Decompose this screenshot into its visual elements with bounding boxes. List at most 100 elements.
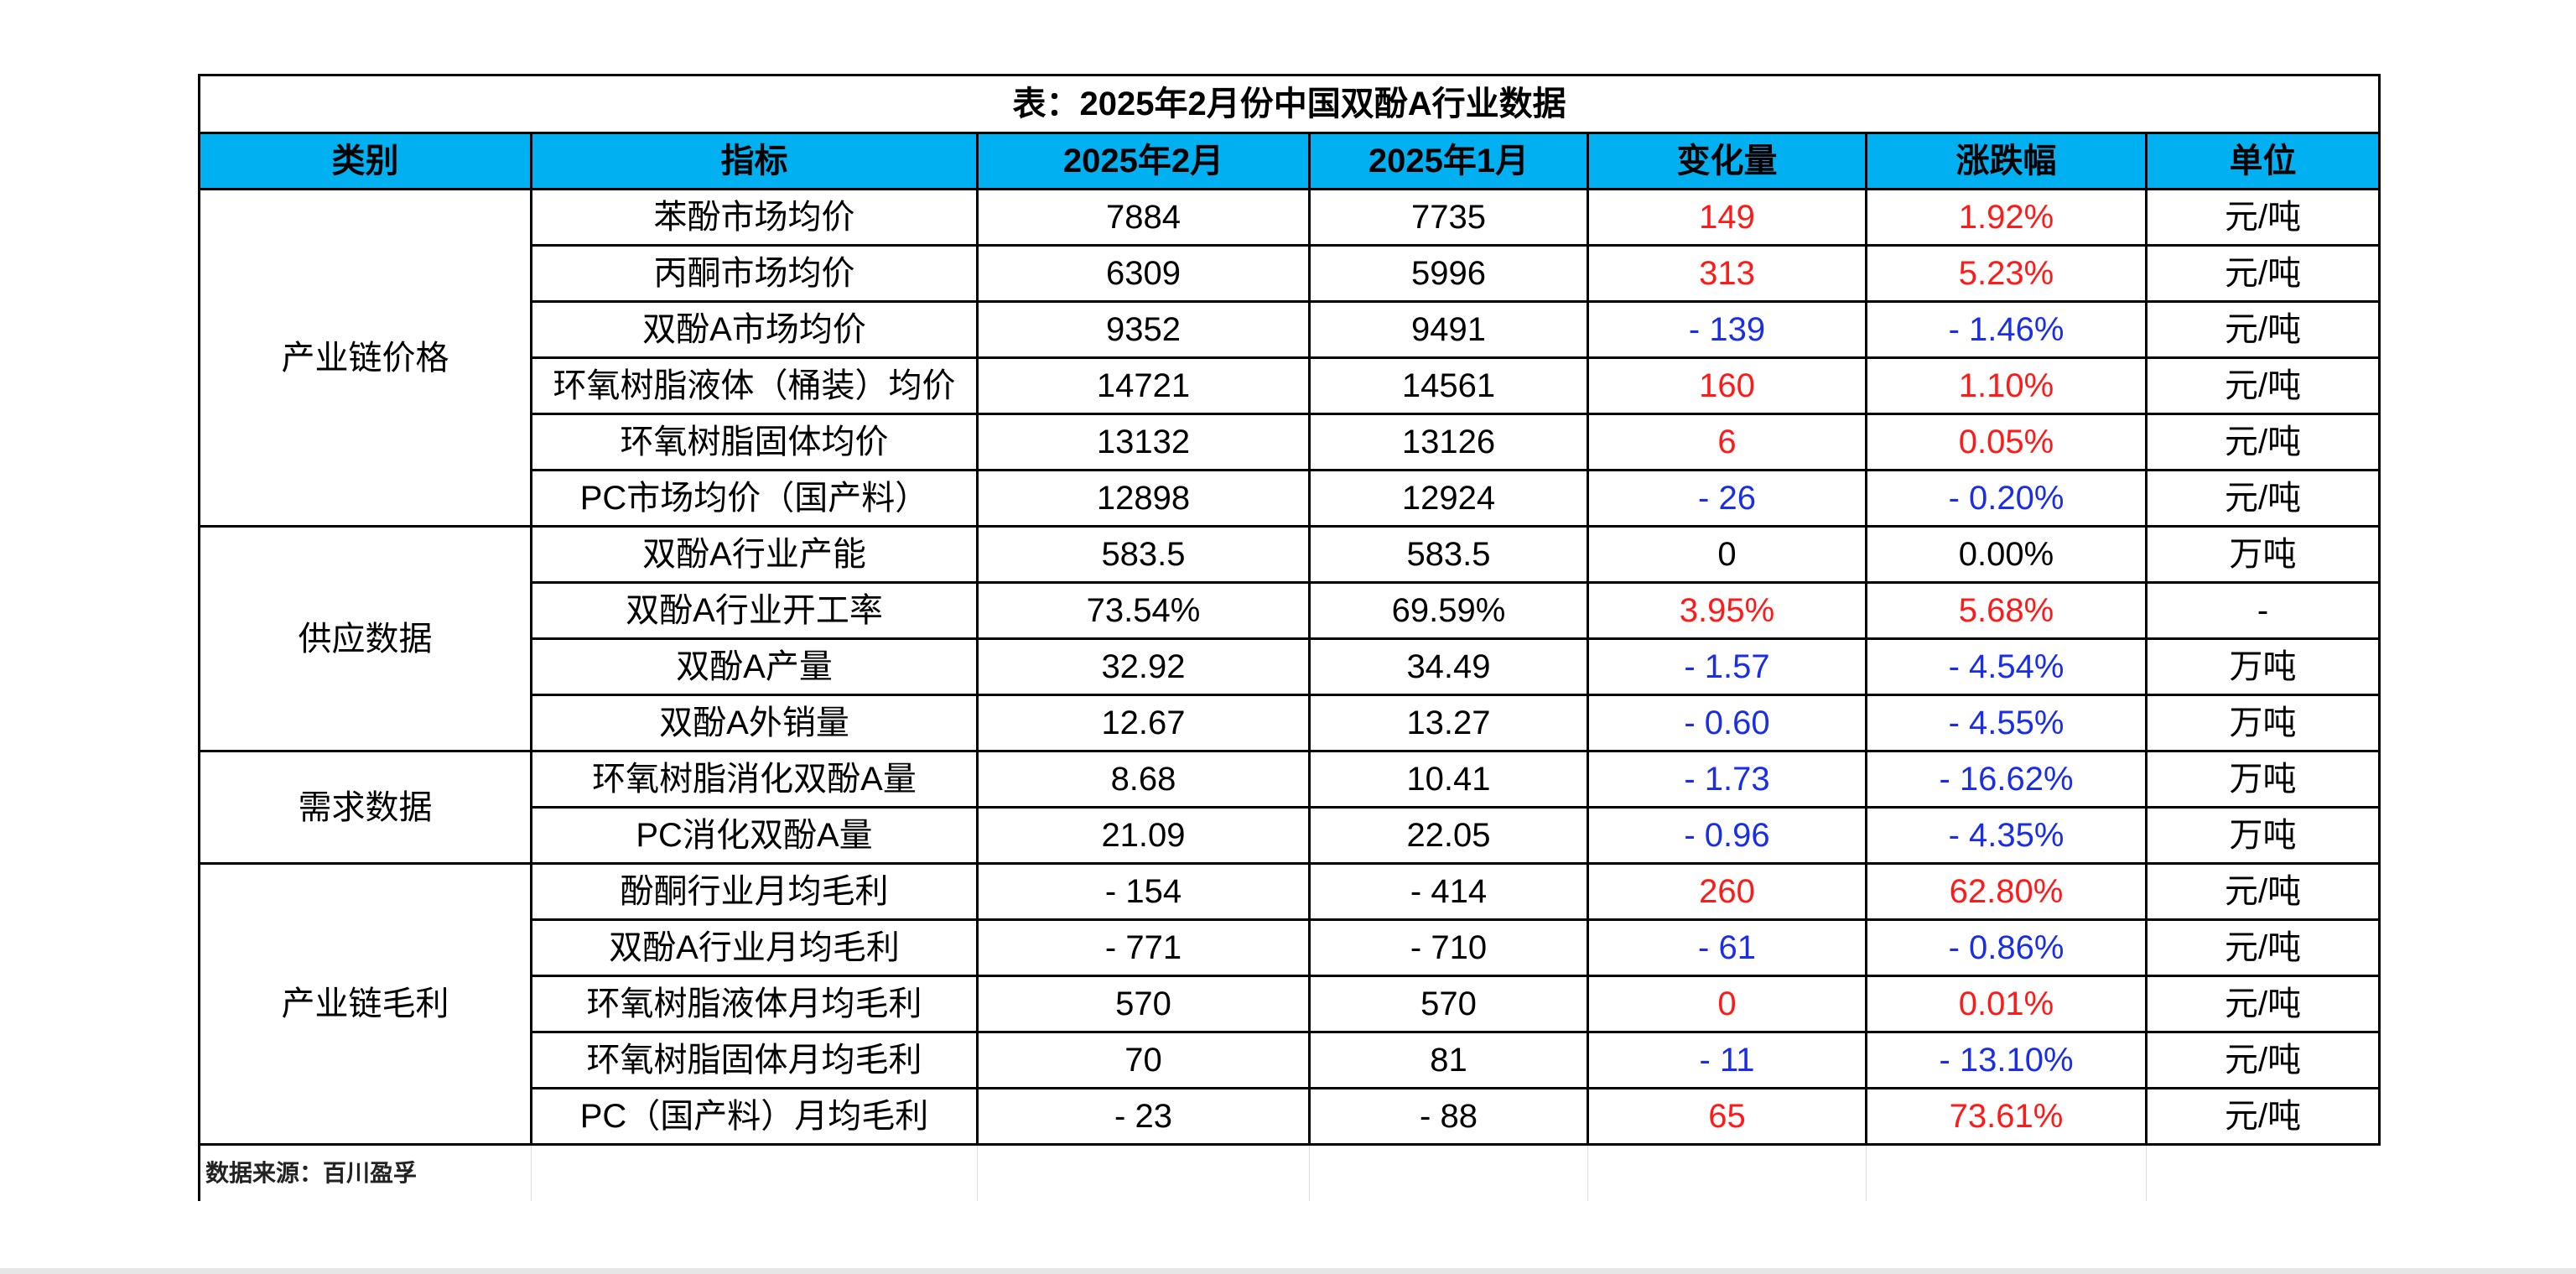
change-cell: 0	[1587, 525, 1867, 584]
category-cell: 需求数据	[198, 750, 532, 865]
change-cell: - 61	[1587, 918, 1867, 977]
col-header-pct: 涨跌幅	[1865, 132, 2148, 190]
table-row: 环氧树脂液体（桶装）均价 14721 14561 160 1.10% 元/吨	[200, 356, 2381, 415]
unit-cell: 元/吨	[2144, 300, 2381, 359]
feb-value-cell: 32.92	[976, 637, 1311, 696]
unit-cell: 元/吨	[2144, 188, 2381, 247]
empty-cell	[1309, 1144, 1588, 1201]
table-row: 产业链价格 苯酚市场均价 7884 7735 149 1.92% 元/吨	[198, 188, 2381, 528]
change-cell: 65	[1587, 1087, 1867, 1146]
change-cell: - 1.73	[1587, 750, 1867, 809]
unit-cell: 元/吨	[2144, 918, 2381, 977]
table-row: PC（国产料）月均毛利 - 23- 88 65 73.61% 元/吨	[200, 1087, 2381, 1146]
table-row: 双酚A行业开工率 73.54% 69.59% 3.95% 5.68% -	[200, 581, 2381, 640]
indicator-cell: 丙酮市场均价	[530, 244, 979, 303]
table-row: 双酚A市场均价 9352 9491- 139- 1.46% 元/吨	[200, 300, 2381, 359]
change-cell: - 26	[1587, 469, 1867, 528]
pct-change-cell: - 16.62%	[1865, 750, 2148, 809]
pct-change-cell: - 1.46%	[1865, 300, 2148, 359]
jan-value-cell: 583.5	[1308, 525, 1589, 584]
unit-cell: 元/吨	[2144, 356, 2381, 415]
unit-cell: 万吨	[2144, 694, 2381, 752]
feb-value-cell: 12.67	[976, 694, 1311, 752]
indicator-cell: 双酚A行业月均毛利	[530, 918, 979, 977]
table-row: 需求数据 环氧树脂消化双酚A量 8.68 10.41- 1.73- 16.62% 万吨	[198, 750, 2381, 865]
category-cell: 产业链价格	[198, 188, 532, 528]
pct-change-cell: - 13.10%	[1865, 1031, 2148, 1089]
unit-cell: 元/吨	[2144, 469, 2381, 528]
indicator-cell: 双酚A行业产能	[530, 525, 979, 584]
jan-value-cell: 13126	[1308, 413, 1589, 471]
feb-value-cell: 14721	[976, 356, 1311, 415]
header-row: 类别 指标 2025年2月 2025年1月 变化量 涨跌幅 单位	[198, 132, 2381, 190]
indicator-cell: PC消化双酚A量	[530, 806, 979, 865]
indicator-cell: 环氧树脂消化双酚A量	[530, 750, 979, 809]
change-cell: 149	[1587, 188, 1867, 247]
pct-change-cell: - 4.54%	[1865, 637, 2148, 696]
table-row: 供应数据 双酚A行业产能 583.5 583.5 0 0.00% 万吨	[198, 525, 2381, 752]
table-row: PC消化双酚A量 21.09 22.05- 0.96- 4.35% 万吨	[200, 806, 2381, 865]
change-cell: - 139	[1587, 300, 1867, 359]
indicator-cell: PC市场均价（国产料）	[530, 469, 979, 528]
feb-value-cell: 7884	[976, 188, 1311, 247]
data-table: 表：2025年2月份中国双酚A行业数据 类别 指标 2025年2月 2025年1…	[197, 74, 2381, 1201]
table-row: 环氧树脂固体月均毛利 70 81- 11- 13.10% 元/吨	[200, 1031, 2381, 1089]
feb-value-cell: 570	[976, 975, 1311, 1033]
indicator-cell: 双酚A市场均价	[530, 300, 979, 359]
unit-cell: 元/吨	[2144, 862, 2381, 921]
table-body: 产业链价格 苯酚市场均价 7884 7735 149 1.92% 元/吨 丙酮市场均价 6309…	[198, 188, 2381, 1146]
jan-value-cell: - 88	[1308, 1087, 1589, 1146]
col-header-unit: 单位	[2144, 132, 2381, 190]
indicator-cell: 苯酚市场均价	[530, 188, 979, 247]
table-row: PC市场均价（国产料） 12898 12924- 26- 0.20% 元/吨	[200, 469, 2381, 528]
col-header-category: 类别	[198, 132, 532, 190]
feb-value-cell: 12898	[976, 469, 1311, 528]
source-note: 数据来源：百川盈孚	[198, 1144, 532, 1201]
pct-change-cell: - 0.20%	[1865, 469, 2148, 528]
category-cell: 产业链毛利	[198, 862, 532, 1146]
jan-value-cell: 13.27	[1308, 694, 1589, 752]
pct-change-cell: - 4.55%	[1865, 694, 2148, 752]
empty-cell	[531, 1144, 978, 1201]
indicator-cell: PC（国产料）月均毛利	[530, 1087, 979, 1146]
indicator-cell: 双酚A产量	[530, 637, 979, 696]
table-row: 双酚A行业月均毛利 - 771- 710- 61- 0.86% 元/吨	[200, 918, 2381, 977]
change-cell: 260	[1587, 862, 1867, 921]
table-row: 双酚A外销量 12.67 13.27- 0.60- 4.55% 万吨	[200, 694, 2381, 752]
pct-change-cell: - 0.86%	[1865, 918, 2148, 977]
change-cell: - 11	[1587, 1031, 1867, 1089]
pct-change-cell: 0.00%	[1865, 525, 2148, 584]
jan-value-cell: 7735	[1308, 188, 1589, 247]
col-header-jan: 2025年1月	[1308, 132, 1589, 190]
feb-value-cell: 9352	[976, 300, 1311, 359]
jan-value-cell: 12924	[1308, 469, 1589, 528]
jan-value-cell: 5996	[1308, 244, 1589, 303]
unit-cell: 元/吨	[2144, 244, 2381, 303]
indicator-cell: 环氧树脂固体均价	[530, 413, 979, 471]
col-header-indicator: 指标	[530, 132, 979, 190]
unit-cell: -	[2144, 581, 2381, 640]
col-header-feb: 2025年2月	[976, 132, 1311, 190]
unit-cell: 元/吨	[2144, 413, 2381, 471]
table-row: 双酚A产量 32.92 34.49- 1.57- 4.54% 万吨	[200, 637, 2381, 696]
pct-change-cell: 73.61%	[1865, 1087, 2148, 1146]
jan-value-cell: 34.49	[1308, 637, 1589, 696]
unit-cell: 元/吨	[2144, 975, 2381, 1033]
unit-cell: 元/吨	[2144, 1031, 2381, 1089]
indicator-cell: 双酚A外销量	[530, 694, 979, 752]
feb-value-cell: - 23	[976, 1087, 1311, 1146]
indicator-cell: 双酚A行业开工率	[530, 581, 979, 640]
pct-change-cell: - 4.35%	[1865, 806, 2148, 865]
change-cell: 0	[1587, 975, 1867, 1033]
feb-value-cell: - 771	[976, 918, 1311, 977]
table-title: 表：2025年2月份中国双酚A行业数据	[197, 74, 2381, 134]
jan-value-cell: - 710	[1308, 918, 1589, 977]
jan-value-cell: 9491	[1308, 300, 1589, 359]
change-cell: - 1.57	[1587, 637, 1867, 696]
jan-value-cell: 81	[1308, 1031, 1589, 1089]
feb-value-cell: 21.09	[976, 806, 1311, 865]
change-cell: 160	[1587, 356, 1867, 415]
pct-change-cell: 5.23%	[1865, 244, 2148, 303]
feb-value-cell: 70	[976, 1031, 1311, 1089]
